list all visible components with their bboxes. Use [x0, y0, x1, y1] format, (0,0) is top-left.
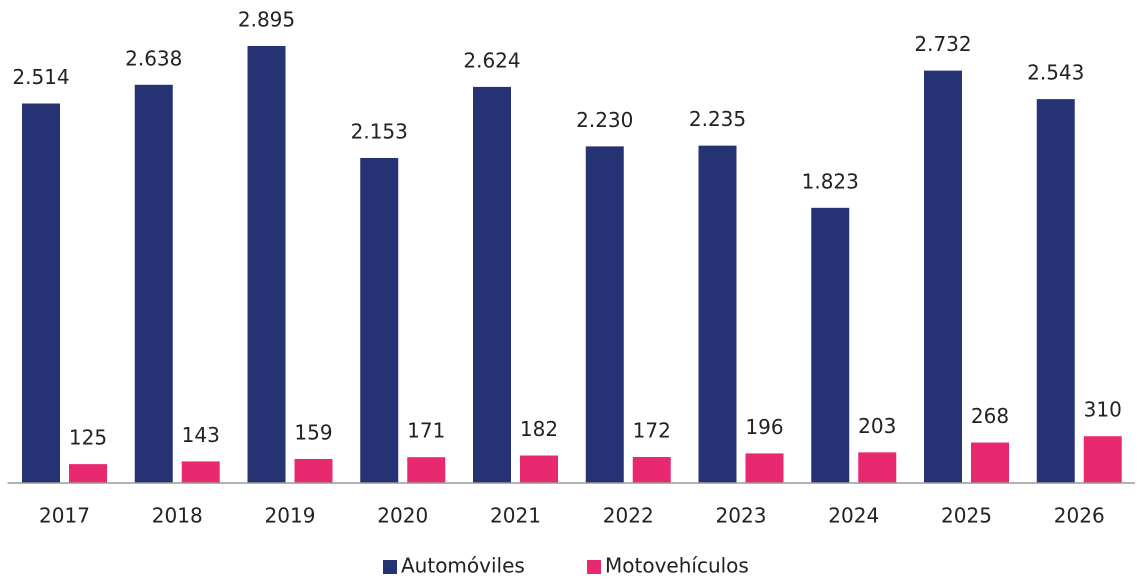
data-label: 159: [294, 420, 332, 444]
data-label: 2.638: [125, 46, 182, 70]
x-tick-label: 2020: [377, 504, 428, 528]
legend-swatch: [383, 560, 397, 574]
x-tick-label: 2022: [603, 504, 654, 528]
x-tick-label: 2025: [941, 504, 992, 528]
bar: [698, 145, 737, 483]
data-label: 2.624: [463, 48, 520, 72]
data-label: 2.543: [1027, 61, 1084, 85]
bar: [745, 453, 784, 483]
legend-label: Automóviles: [401, 554, 525, 578]
data-label: 2.153: [351, 120, 408, 144]
x-tick-label: 2021: [490, 504, 541, 528]
data-label: 182: [520, 417, 558, 441]
bar: [22, 103, 60, 484]
data-label: 268: [971, 404, 1009, 428]
data-label: 2.514: [12, 65, 69, 89]
bar: [811, 207, 850, 484]
bar: [134, 84, 173, 483]
bar: [247, 46, 286, 483]
data-label: 1.823: [802, 169, 859, 193]
bar: [360, 158, 399, 484]
x-tick-label: 2018: [152, 504, 203, 528]
bar: [407, 457, 446, 483]
bar: [632, 457, 671, 483]
bar: [585, 146, 624, 483]
bar: [520, 455, 558, 483]
x-tick-label: 2024: [828, 504, 879, 528]
bar: [971, 442, 1009, 483]
data-label: 203: [858, 414, 896, 438]
bar: [69, 464, 107, 483]
data-label: 2.895: [238, 8, 295, 32]
data-label: 171: [407, 419, 445, 443]
bar: [1036, 99, 1075, 483]
data-label: 143: [182, 423, 220, 447]
bar: [294, 458, 333, 483]
x-tick-label: 2026: [1054, 504, 1105, 528]
bar: [473, 86, 511, 484]
bar: [181, 461, 220, 483]
bar: [1083, 436, 1122, 483]
data-label: 196: [745, 415, 783, 439]
data-label: 172: [633, 419, 671, 443]
data-label: 2.235: [689, 107, 746, 131]
data-label: 2.732: [914, 32, 971, 56]
x-tick-label: 2023: [716, 504, 767, 528]
data-label: 125: [69, 426, 107, 450]
bar: [858, 452, 897, 483]
x-tick-label: 2017: [39, 504, 90, 528]
data-label: 310: [1084, 398, 1122, 422]
x-tick-label: 2019: [265, 504, 316, 528]
legend-swatch: [587, 560, 601, 574]
bar: [924, 70, 962, 484]
legend-label: Motovehículos: [605, 554, 749, 578]
data-label: 2.230: [576, 108, 633, 132]
